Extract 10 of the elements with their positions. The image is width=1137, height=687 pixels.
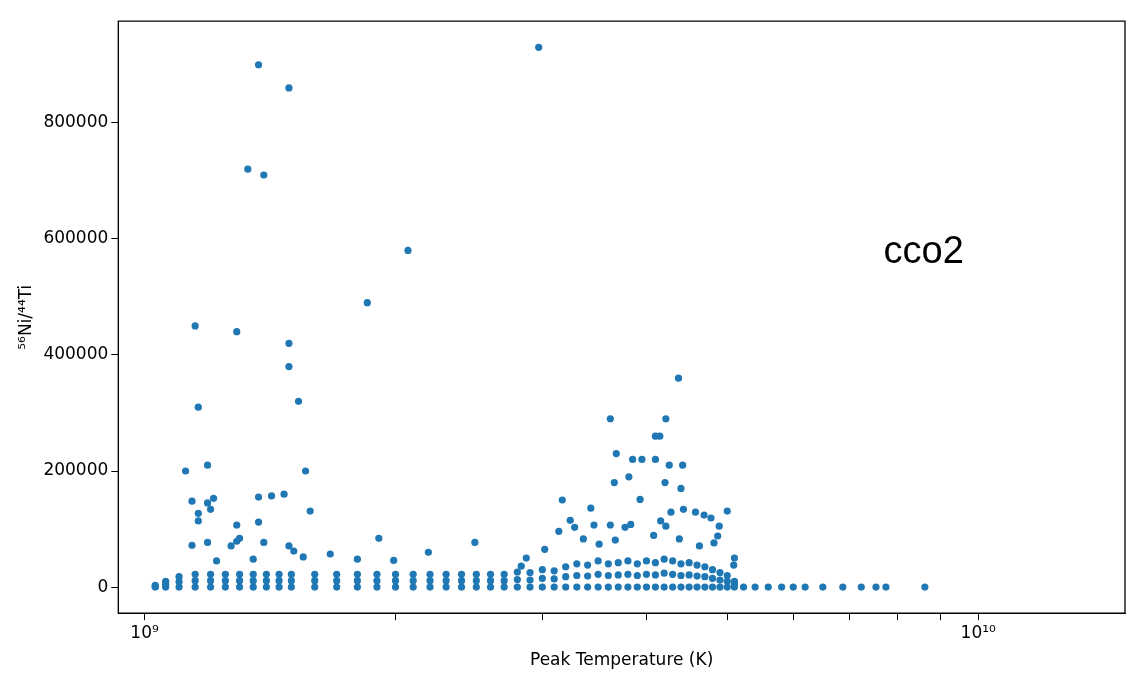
annotation: cco2 <box>883 228 964 271</box>
y-tick-label: 0 <box>97 575 109 596</box>
x-tick-label: 10¹⁰ <box>960 621 997 642</box>
y-tick-label: 200000 <box>43 459 109 480</box>
x-tick-label: 10⁹ <box>130 621 159 642</box>
x-axis-title: Peak Temperature (K) <box>530 649 714 670</box>
y-tick-label: 400000 <box>43 343 109 364</box>
y-tick-label: 600000 <box>43 227 109 248</box>
y-axis-title: ⁵⁶Ni/⁴⁴Ti <box>14 284 35 350</box>
y-tick-label: 800000 <box>43 111 109 132</box>
